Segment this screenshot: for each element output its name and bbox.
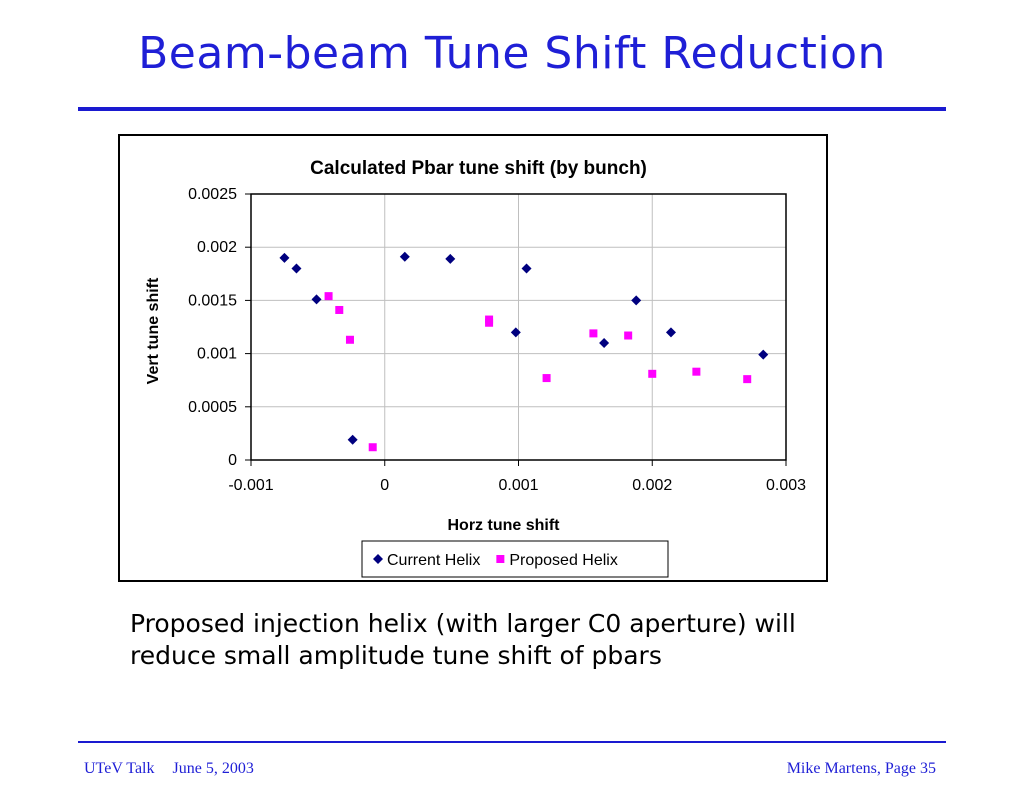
chart-frame: Calculated Pbar tune shift (by bunch) -0.… xyxy=(118,134,828,582)
scatter-chart: Calculated Pbar tune shift (by bunch) -0.… xyxy=(145,158,806,578)
x-tick-label: 0 xyxy=(380,477,389,494)
chart-title: Calculated Pbar tune shift (by bunch) xyxy=(310,158,647,179)
legend-label-proposed-helix: Proposed Helix xyxy=(509,552,618,569)
proposed-helix-point xyxy=(648,369,657,378)
current-helix-point xyxy=(521,263,532,274)
legend-label-current-helix: Current Helix xyxy=(387,552,480,569)
footer-talk: UTeV Talk xyxy=(84,760,155,777)
x-tick-label: -0.001 xyxy=(228,477,273,494)
current-helix-point xyxy=(347,434,358,445)
proposed-helix-point xyxy=(589,329,598,338)
y-tick-label: 0.002 xyxy=(197,239,237,256)
x-axis-label: Horz tune shift xyxy=(448,517,561,534)
title-divider xyxy=(78,107,946,111)
current-helix-point xyxy=(758,349,769,360)
current-helix-point xyxy=(399,251,410,262)
y-tick-label: 0.001 xyxy=(197,346,237,363)
body-line-2: reduce small amplitude tune shift of pba… xyxy=(130,641,662,670)
proposed-helix-point xyxy=(324,292,333,301)
proposed-helix-point xyxy=(743,375,752,384)
proposed-helix-point xyxy=(485,318,494,327)
current-helix-point xyxy=(665,327,676,338)
current-helix-point xyxy=(631,295,642,306)
x-tick-label: 0.003 xyxy=(766,477,806,494)
current-helix-point xyxy=(291,263,302,274)
y-tick-label: 0.0025 xyxy=(188,186,237,203)
current-helix-point xyxy=(510,327,521,338)
proposed-helix-point xyxy=(692,367,701,376)
current-helix-point xyxy=(445,253,456,264)
footer-date: June 5, 2003 xyxy=(172,760,254,777)
x-tick-label: 0.002 xyxy=(632,477,672,494)
legend-marker-current-helix xyxy=(373,554,383,564)
y-axis-label: Vert tune shift xyxy=(145,277,162,384)
y-tick-label: 0.0015 xyxy=(188,292,237,309)
y-tick-label: 0 xyxy=(228,452,237,469)
proposed-helix-point xyxy=(542,374,551,383)
slide-title: Beam-beam Tune Shift Reduction xyxy=(138,28,886,79)
current-helix-point xyxy=(599,337,610,348)
body-line-1: Proposed injection helix (with larger C0… xyxy=(130,609,796,638)
footer-page: Mike Martens, Page 35 xyxy=(786,760,936,777)
current-helix-point xyxy=(279,252,290,263)
current-helix-point xyxy=(311,294,322,305)
proposed-helix-point xyxy=(345,335,354,344)
proposed-helix-point xyxy=(335,305,344,314)
slide-body: Proposed injection helix (with larger C0… xyxy=(130,608,910,672)
footer-divider xyxy=(78,741,946,743)
y-tick-label: 0.0005 xyxy=(188,399,237,416)
proposed-helix-point xyxy=(624,331,633,340)
x-tick-label: 0.001 xyxy=(498,477,538,494)
legend-marker-proposed-helix xyxy=(496,555,505,563)
proposed-helix-point xyxy=(368,443,377,452)
chart-legend xyxy=(361,540,669,578)
footer-left: UTeV Talk June 5, 2003 xyxy=(84,760,272,778)
